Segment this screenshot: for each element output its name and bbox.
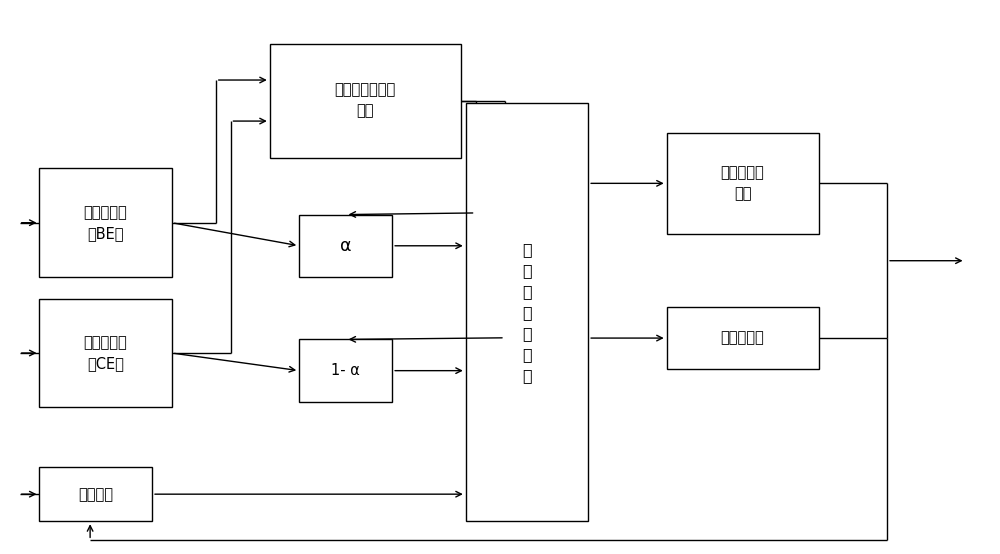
Text: 偏差变化率
（CE）: 偏差变化率 （CE）	[84, 335, 127, 371]
Text: 废水量偏差
（BE）: 废水量偏差 （BE）	[84, 205, 127, 240]
Text: α: α	[340, 237, 351, 255]
Text: 1- α: 1- α	[331, 363, 360, 378]
Text: 变频器控制
电压: 变频器控制 电压	[721, 165, 764, 201]
Bar	[667, 307, 818, 370]
Bar	[270, 44, 461, 157]
Text: 电动阀开度: 电动阀开度	[721, 331, 764, 346]
Text: 加权因子模糊控
制器: 加权因子模糊控 制器	[335, 83, 396, 119]
Bar	[299, 214, 392, 277]
Bar	[466, 103, 588, 521]
Text: 基
本
模
糊
控
制
器: 基 本 模 糊 控 制 器	[522, 242, 532, 383]
Bar	[39, 467, 152, 521]
Text: 烟气流量: 烟气流量	[78, 486, 113, 502]
Bar	[299, 340, 392, 402]
Bar	[667, 133, 818, 234]
Bar	[39, 299, 172, 407]
Bar	[39, 168, 172, 277]
